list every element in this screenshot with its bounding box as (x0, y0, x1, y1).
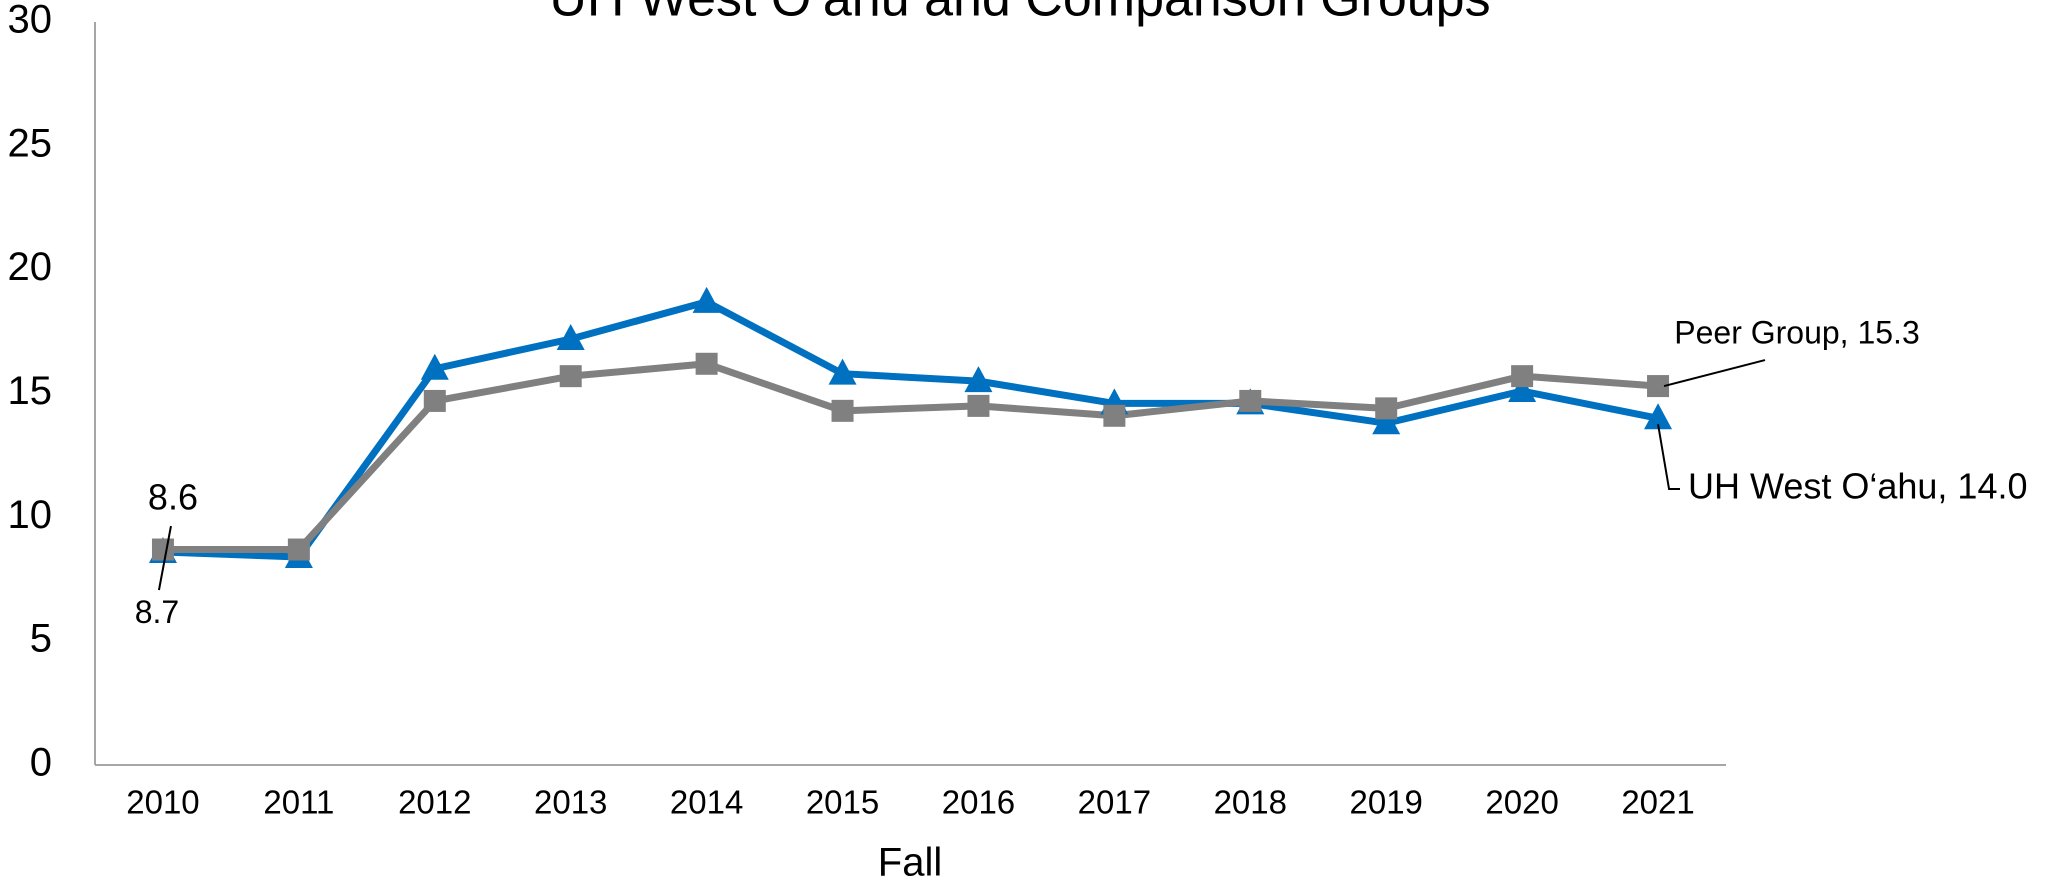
x-tick-label: 2020 (1485, 784, 1558, 821)
data-label: Peer Group, 15.3 (1674, 314, 1919, 350)
x-tick-label: 2012 (398, 784, 471, 821)
x-tick-label: 2015 (806, 784, 879, 821)
marker-square (1239, 389, 1262, 412)
marker-square (967, 394, 990, 417)
chart-title: UH West O‘ahu and Comparison Groups (549, 0, 1490, 28)
marker-square (695, 352, 718, 375)
marker-triangle (692, 286, 721, 313)
x-tick-label: 2011 (263, 784, 334, 821)
marker-triangle (1644, 403, 1673, 430)
marker-square (1103, 404, 1126, 427)
x-tick-label: 2016 (942, 784, 1015, 821)
y-tick-label: 30 (8, 0, 53, 42)
y-tick-label: 0 (30, 741, 52, 785)
marker-square (423, 389, 446, 412)
marker-square (559, 365, 582, 388)
y-tick-label: 15 (8, 369, 53, 413)
y-tick-label: 25 (8, 121, 53, 165)
marker-square (1375, 397, 1398, 420)
marker-square (1511, 365, 1534, 388)
leader-line (157, 525, 172, 591)
marker-triangle (420, 353, 449, 380)
marker-triangle (1508, 376, 1537, 403)
marker-triangle (1372, 408, 1401, 435)
x-tick-label: 2018 (1214, 784, 1287, 821)
x-tick-label: 2010 (126, 784, 199, 821)
y-tick-label: 5 (30, 617, 52, 661)
marker-square (831, 399, 854, 422)
x-tick-label: 2017 (1078, 784, 1151, 821)
x-tick-label: 2021 (1621, 784, 1694, 821)
leader-line (1663, 359, 1766, 388)
data-label: 8.6 (148, 477, 198, 518)
y-tick-label: 20 (8, 245, 53, 289)
marker-triangle (556, 324, 585, 351)
marker-triangle (964, 366, 993, 393)
marker-square (1647, 375, 1670, 398)
series-line (162, 298, 1659, 561)
marker-triangle (828, 358, 857, 385)
data-label: 8.7 (135, 594, 179, 630)
series-line (162, 360, 1659, 554)
x-axis-label: Fall (878, 841, 942, 885)
x-tick-label: 2013 (534, 784, 607, 821)
x-tick-label: 2014 (670, 784, 743, 821)
data-label: UH West O‘ahu, 14.0 (1688, 466, 2028, 507)
marker-square (287, 538, 310, 561)
x-tick-label: 2019 (1349, 784, 1422, 821)
leader-line (1657, 424, 1680, 490)
marker-square (151, 538, 174, 561)
y-tick-label: 10 (8, 493, 53, 537)
